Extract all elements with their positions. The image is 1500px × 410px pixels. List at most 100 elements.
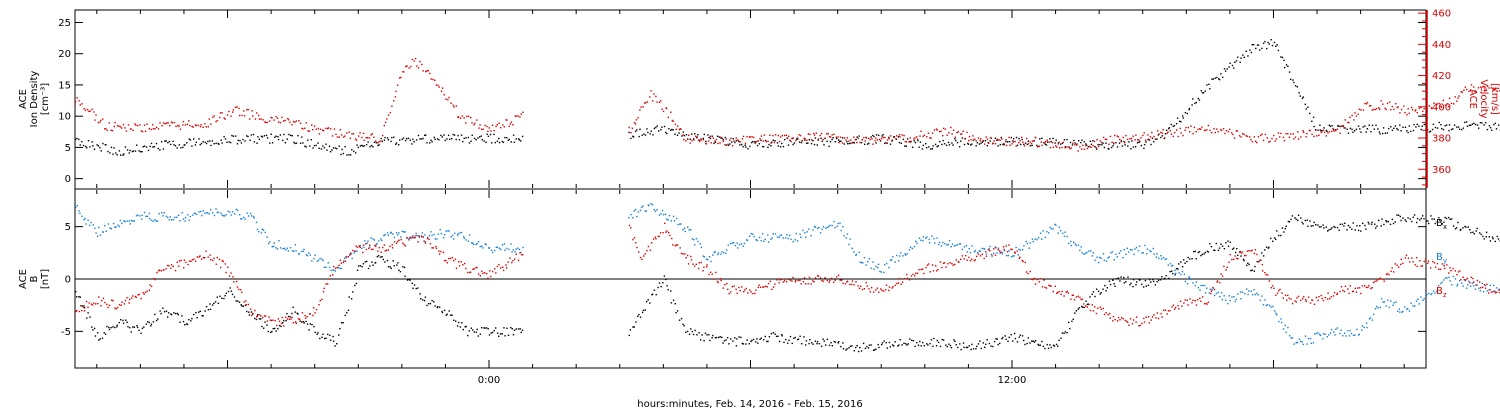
data-point	[1157, 279, 1160, 281]
data-point	[639, 128, 641, 130]
data-point	[409, 237, 412, 239]
data-point	[783, 341, 785, 344]
data-point	[1473, 122, 1475, 125]
data-point	[703, 266, 705, 268]
data-point	[790, 238, 792, 241]
data-point	[160, 141, 163, 143]
data-point	[139, 151, 142, 153]
data-point	[159, 310, 161, 312]
data-point	[1358, 108, 1361, 110]
data-point	[268, 242, 270, 245]
data-point	[498, 263, 500, 266]
data-point	[1044, 142, 1046, 144]
data-point	[1130, 148, 1132, 150]
data-point	[1056, 146, 1058, 148]
data-point	[199, 125, 202, 128]
data-point	[188, 219, 190, 221]
data-point	[1301, 341, 1303, 343]
data-point	[1188, 276, 1190, 278]
data-point	[93, 111, 95, 113]
data-point	[994, 137, 997, 139]
data-point	[763, 134, 766, 136]
data-point	[1050, 140, 1052, 143]
data-point	[329, 339, 332, 341]
data-point	[1434, 222, 1436, 225]
data-point	[920, 130, 922, 132]
data-point	[271, 246, 273, 248]
data-point	[200, 210, 202, 213]
data-point	[674, 123, 677, 126]
data-point	[742, 245, 745, 247]
data-point	[671, 119, 673, 122]
data-point	[1172, 272, 1174, 275]
data-point	[1410, 130, 1412, 133]
data-point	[774, 140, 776, 142]
data-point	[354, 284, 356, 287]
data-point	[1460, 228, 1462, 231]
data-point	[1404, 112, 1406, 114]
data-point	[346, 154, 348, 156]
data-point	[1175, 123, 1178, 125]
data-point	[404, 275, 406, 277]
data-point	[1202, 92, 1205, 94]
data-point	[1092, 310, 1095, 312]
data-point	[942, 135, 944, 137]
data-point	[221, 112, 223, 114]
data-point	[1479, 281, 1481, 283]
data-point	[1275, 238, 1277, 240]
data-point	[1317, 224, 1319, 226]
data-point	[818, 226, 820, 229]
data-point	[691, 133, 693, 135]
data-point	[814, 226, 816, 228]
data-point	[866, 285, 868, 287]
data-point	[1336, 292, 1339, 295]
data-point	[1129, 249, 1132, 251]
data-point	[742, 145, 744, 148]
data-point	[273, 119, 275, 121]
data-point	[707, 134, 709, 136]
data-point	[1161, 135, 1164, 137]
data-point	[1441, 127, 1443, 130]
data-point	[355, 250, 357, 252]
data-point	[93, 302, 95, 304]
data-point	[177, 314, 179, 316]
data-point	[334, 345, 336, 347]
data-point	[194, 260, 197, 262]
data-point	[93, 148, 96, 150]
data-point	[1385, 220, 1387, 222]
data-point	[969, 252, 972, 254]
data-point	[787, 342, 789, 344]
data-point	[468, 142, 471, 144]
data-point	[146, 290, 148, 292]
data-point	[954, 263, 956, 266]
data-point	[325, 337, 327, 339]
data-point	[705, 140, 707, 143]
data-point	[275, 135, 277, 137]
data-point	[427, 303, 430, 305]
data-point	[441, 87, 444, 89]
data-point	[1106, 138, 1108, 141]
data-point	[1275, 45, 1277, 47]
data-point	[1220, 129, 1223, 132]
data-point	[1388, 127, 1390, 130]
data-point	[862, 342, 865, 345]
data-point	[276, 324, 278, 327]
data-point	[843, 235, 845, 237]
data-point	[318, 147, 320, 149]
data-point	[447, 230, 449, 232]
data-point	[116, 154, 118, 156]
data-point	[1375, 227, 1377, 229]
data-point	[782, 145, 785, 148]
data-point	[133, 220, 135, 222]
data-point	[1412, 129, 1415, 132]
data-point	[1270, 237, 1272, 240]
data-point	[422, 299, 424, 301]
data-point	[1141, 283, 1143, 286]
data-point	[256, 228, 259, 231]
data-point	[186, 323, 189, 326]
data-point	[1408, 125, 1410, 127]
data-point	[657, 235, 659, 238]
data-point	[159, 149, 161, 151]
data-point	[864, 347, 867, 350]
data-point	[782, 237, 784, 239]
